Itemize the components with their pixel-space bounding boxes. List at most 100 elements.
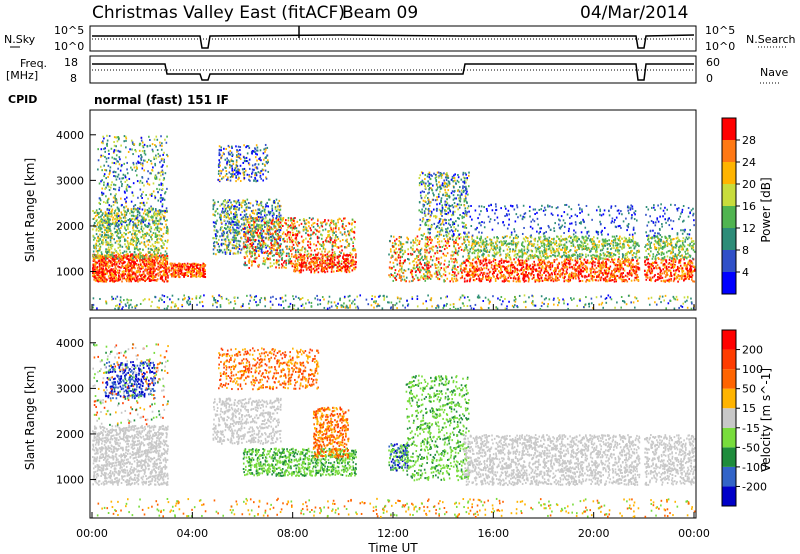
data-cell — [392, 261, 395, 264]
station-title: Christmas Valley East (fitACF) — [92, 3, 345, 23]
data-cell — [341, 220, 344, 223]
data-cell — [166, 252, 168, 255]
data-cell — [106, 143, 108, 146]
data-cell — [212, 242, 215, 245]
data-cell — [142, 212, 145, 215]
data-cell — [115, 158, 117, 161]
data-cell — [137, 221, 140, 224]
data-cell — [394, 239, 396, 242]
data-cell — [398, 270, 400, 273]
data-cell — [120, 226, 122, 229]
data-cell — [103, 231, 106, 234]
data-cell — [116, 240, 118, 243]
data-cell — [252, 238, 254, 241]
data-cell — [434, 252, 436, 255]
data-cell — [426, 249, 428, 252]
data-cell — [220, 146, 223, 149]
data-cell — [102, 140, 104, 143]
data-cell — [255, 152, 257, 155]
data-cell — [101, 218, 104, 221]
data-cell — [294, 260, 297, 263]
data-cell — [103, 137, 105, 140]
data-cell — [324, 228, 327, 231]
data-cell — [305, 227, 308, 230]
data-cell — [348, 242, 350, 245]
data-cell — [104, 211, 107, 214]
data-cell — [333, 239, 336, 242]
data-cell — [338, 250, 341, 253]
data-cell — [267, 238, 270, 241]
data-cell — [423, 262, 426, 265]
data-cell — [113, 218, 116, 221]
data-cell — [267, 232, 270, 235]
data-cell — [316, 268, 318, 271]
data-cell — [246, 249, 249, 252]
data-cell — [160, 228, 163, 231]
data-cell — [417, 249, 420, 252]
data-cell — [119, 150, 122, 153]
data-cell — [119, 257, 122, 260]
data-cell — [101, 169, 103, 172]
data-cell — [160, 166, 163, 169]
data-cell — [105, 262, 107, 265]
data-cell — [225, 148, 227, 151]
data-cell — [123, 260, 125, 263]
data-cell — [232, 215, 235, 218]
data-cell — [159, 154, 161, 157]
data-cell — [234, 208, 237, 211]
data-cell — [128, 223, 131, 226]
data-cell — [414, 270, 417, 273]
data-cell — [175, 266, 177, 269]
data-cell — [141, 196, 143, 199]
data-cell — [346, 238, 348, 241]
data-cell — [121, 264, 123, 267]
data-cell — [123, 270, 125, 273]
data-cell — [390, 274, 393, 277]
data-cell — [254, 163, 257, 166]
data-cell — [223, 147, 225, 150]
data-cell — [317, 263, 320, 266]
data-cell — [155, 273, 157, 276]
data-cell — [139, 248, 141, 251]
data-cell — [245, 240, 248, 243]
data-cell — [422, 259, 425, 262]
data-cell — [191, 270, 194, 273]
data-cell — [115, 149, 117, 152]
data-cell — [98, 216, 100, 219]
data-cell — [120, 266, 122, 269]
data-cell — [238, 244, 241, 247]
data-cell — [118, 137, 120, 140]
data-cell — [271, 214, 274, 217]
data-cell — [164, 250, 167, 253]
data-cell — [227, 151, 230, 154]
data-cell — [245, 213, 248, 216]
data-cell — [310, 268, 313, 271]
data-cell — [123, 206, 126, 209]
data-cell — [127, 223, 130, 226]
data-cell — [353, 263, 355, 266]
data-cell — [131, 148, 133, 151]
data-cell — [165, 262, 167, 265]
data-cell — [264, 222, 266, 225]
data-cell — [161, 223, 163, 226]
data-cell — [235, 237, 237, 240]
data-cell — [301, 245, 304, 248]
data-cell — [395, 247, 397, 250]
data-cell — [113, 277, 116, 280]
data-cell — [255, 172, 258, 175]
data-cell — [391, 266, 393, 269]
data-cell — [108, 265, 111, 268]
data-cell — [134, 275, 137, 278]
data-cell — [128, 270, 130, 273]
data-cell — [138, 278, 140, 281]
data-cell — [451, 260, 453, 263]
data-cell — [426, 238, 429, 241]
data-cell — [103, 280, 105, 283]
data-cell — [277, 263, 280, 266]
data-cell — [351, 222, 353, 225]
data-cell — [305, 237, 307, 240]
data-cell — [338, 227, 340, 230]
data-cell — [105, 248, 107, 251]
data-cell — [144, 232, 146, 235]
data-cell — [108, 135, 111, 138]
